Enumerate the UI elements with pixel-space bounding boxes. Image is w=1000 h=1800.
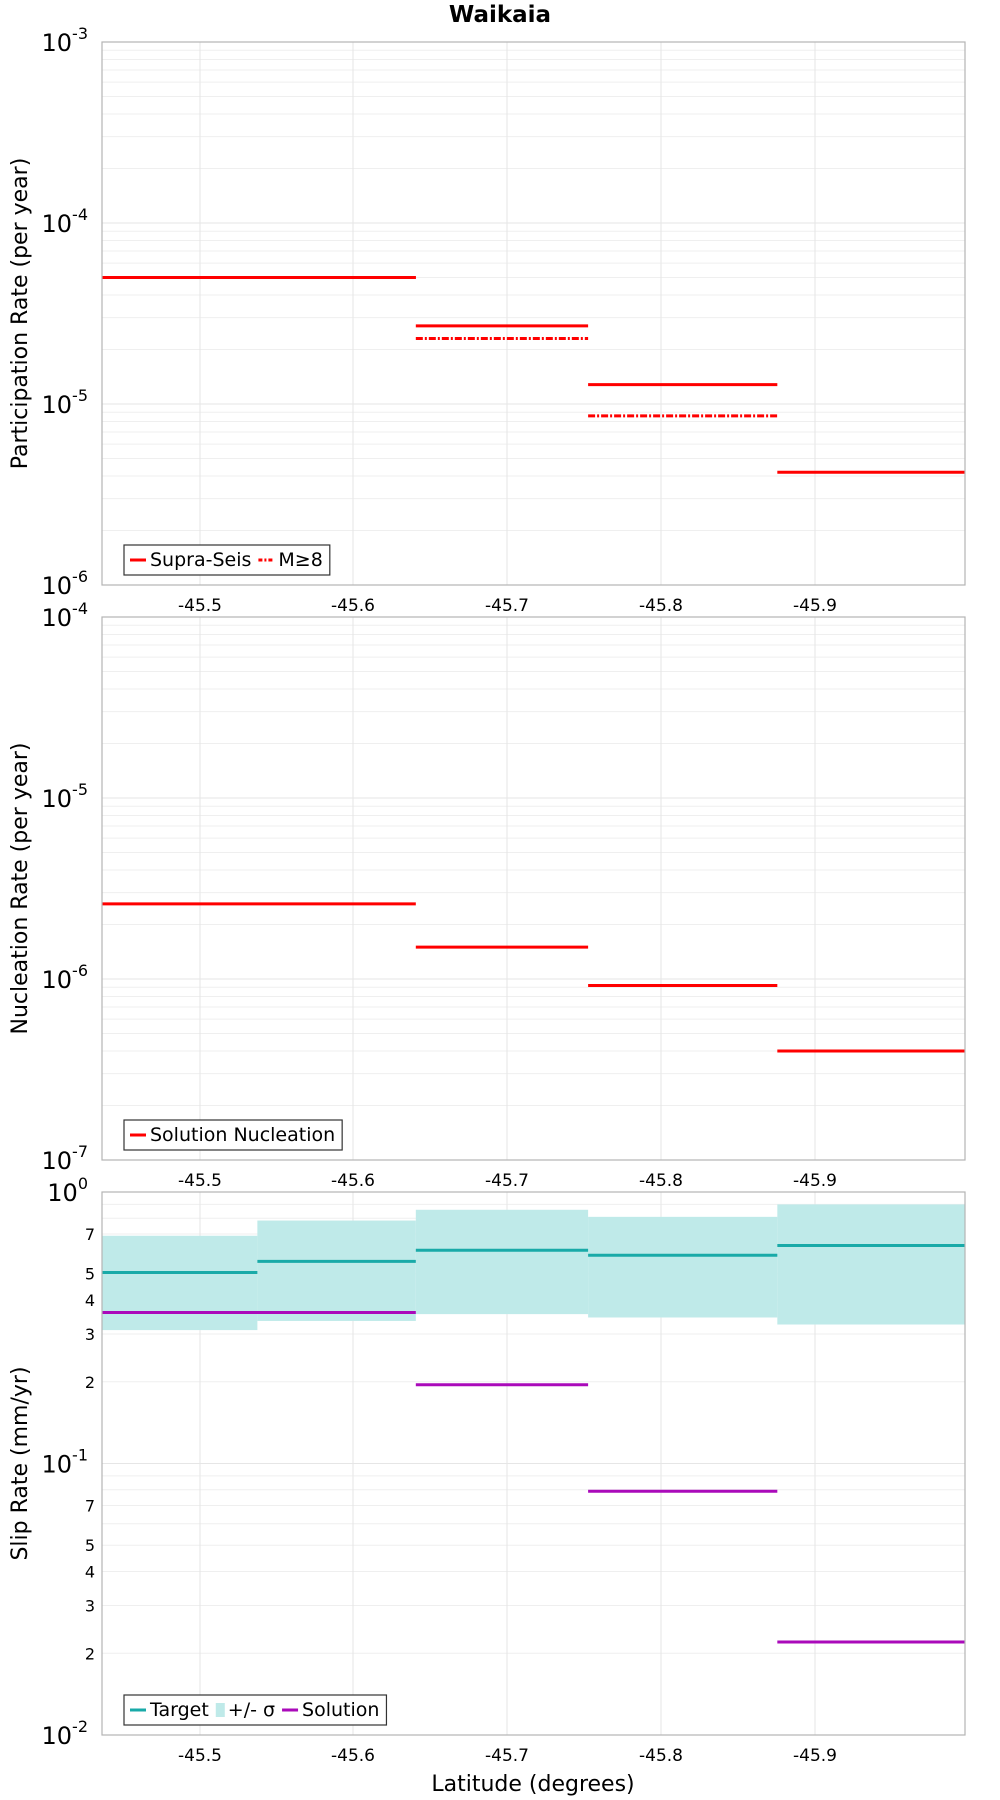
- plot-frame: [101, 1191, 966, 1736]
- y-axis-label: Slip Rate (mm/yr): [8, 1366, 33, 1560]
- legend-entry-label: Supra-Seis: [150, 549, 251, 571]
- x-tick-label: -45.9: [793, 1171, 837, 1191]
- plot-panel-1: -45.5 -45.6 -45.7 -45.8 -45.9 10-3 10-4 10-5 10-…: [8, 24, 966, 616]
- y-axis-label: Nucleation Rate (per year): [8, 743, 33, 1035]
- x-tick-label: -45.6: [331, 596, 375, 616]
- x-tick-label: -45.7: [485, 596, 529, 616]
- y-minor-tick-label: 5: [85, 1536, 95, 1555]
- x-tick-label: -45.5: [178, 1171, 222, 1191]
- x-tick-label: -45.6: [331, 1746, 375, 1766]
- y-tick-label: 10-7: [42, 1142, 89, 1175]
- x-tick-label: -45.6: [331, 1171, 375, 1191]
- y-tick-label: 10-4: [42, 599, 89, 632]
- y-tick-label: 10-3: [42, 24, 89, 57]
- x-tick-label: -45.7: [485, 1171, 529, 1191]
- legend-box: [123, 1119, 343, 1151]
- y-tick-label: 10-5: [42, 780, 89, 813]
- x-tick-label: -45.5: [178, 1746, 222, 1766]
- sigma-band-segment: [102, 1235, 258, 1331]
- y-tick-label: 10-1: [42, 1446, 89, 1479]
- y-minor-tick-label: 3: [85, 1325, 95, 1344]
- plot-area: [102, 617, 965, 1160]
- legend-entry-label: M≥8: [278, 549, 322, 571]
- sigma-band-segment: [777, 1204, 965, 1325]
- legend-entry-label: Target: [149, 1699, 209, 1721]
- y-tick-label: 10-2: [42, 1717, 89, 1750]
- y-axis-label: Participation Rate (per year): [8, 158, 33, 470]
- y-minor-tick-label: 3: [85, 1596, 95, 1615]
- y-minor-tick-label: 2: [85, 1373, 95, 1392]
- y-tick-label: 10-6: [42, 961, 89, 994]
- legend: Solution Nucleation: [123, 1119, 343, 1151]
- y-minor-tick-label: 2: [85, 1644, 95, 1663]
- y-tick-label: 10-5: [42, 386, 89, 419]
- chart-title: Waikaia: [449, 2, 551, 28]
- legend-swatch-band: [215, 1703, 225, 1717]
- y-minor-tick-label: 4: [85, 1291, 95, 1310]
- sigma-band-segment: [257, 1220, 416, 1321]
- x-tick-label: -45.9: [793, 1746, 837, 1766]
- y-minor-tick-label: 4: [85, 1563, 95, 1582]
- y-minor-tick-label: 7: [85, 1497, 95, 1516]
- legend-entry-label: Solution Nucleation: [150, 1124, 335, 1146]
- x-tick-label: -45.5: [178, 596, 222, 616]
- plot-panel-2: -45.5 -45.6 -45.7 -45.8 -45.9 10-4 10-5 10-6 10-…: [8, 599, 966, 1191]
- legend-entry-label: Solution: [302, 1699, 379, 1721]
- legend-box: [123, 1694, 388, 1726]
- x-axis-label: Latitude (degrees): [431, 1772, 634, 1797]
- y-tick-label: 10-6: [42, 567, 89, 600]
- plot-panel-3: -45.5 -45.6 -45.7 -45.8 -45.9 100 10-1 10-2 7 5 4 3…: [8, 1174, 966, 1766]
- legend-box: [123, 544, 331, 576]
- y-tick-label: 100: [47, 1174, 88, 1207]
- x-tick-label: -45.8: [639, 596, 683, 616]
- x-tick-label: -45.7: [485, 1746, 529, 1766]
- y-minor-tick-label: 7: [85, 1225, 95, 1244]
- plot-area: [102, 42, 965, 585]
- legend: Supra-Seis M≥8: [123, 544, 331, 576]
- legend-entry-label: +/- σ: [228, 1699, 275, 1721]
- x-tick-label: -45.9: [793, 596, 837, 616]
- y-tick-label: 10-4: [42, 205, 89, 238]
- plot-frame: [101, 616, 966, 1161]
- y-minor-tick-label: 5: [85, 1265, 95, 1284]
- x-tick-label: -45.8: [639, 1746, 683, 1766]
- x-tick-label: -45.8: [639, 1171, 683, 1191]
- legend: Target +/- σ Solution: [123, 1694, 388, 1726]
- plot-frame: [101, 41, 966, 586]
- sigma-band-segment: [588, 1216, 778, 1318]
- sigma-band-segment: [415, 1209, 589, 1315]
